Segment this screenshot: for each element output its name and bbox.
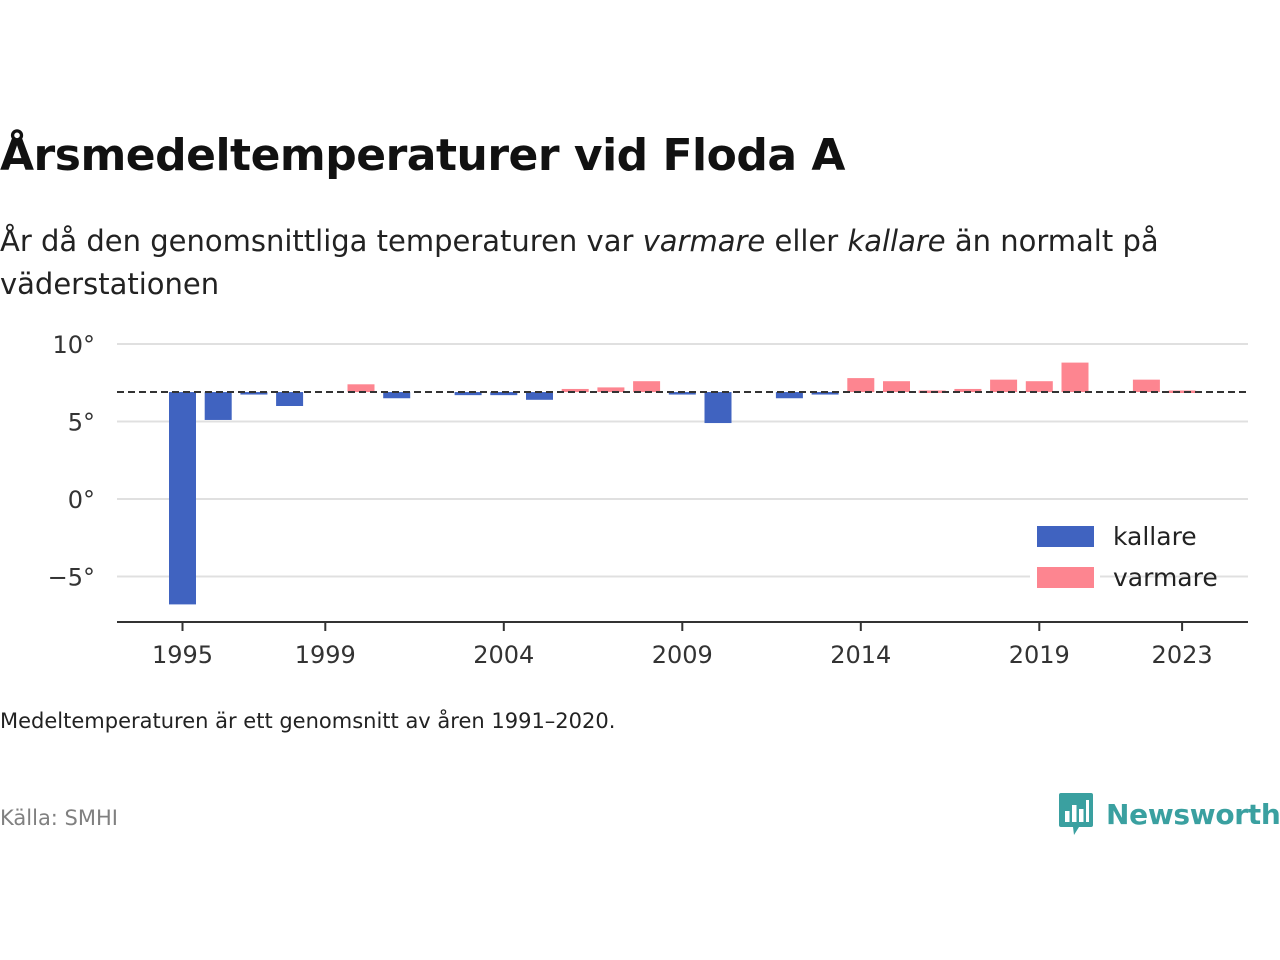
legend-label-kallare: kallare [1113, 522, 1197, 551]
bar-2006 [561, 388, 589, 393]
bar-2007 [597, 387, 625, 393]
brand-name: Newsworthy [1106, 797, 1280, 831]
bar-2000 [347, 384, 375, 393]
x-tick-label-2009: 2009 [652, 641, 713, 669]
chart-title: Årsmedeltemperaturer vid Floda A [0, 130, 845, 181]
y-tick-label-1: 5° [68, 409, 95, 437]
bar-2009 [668, 392, 696, 395]
x-tick-label-2014: 2014 [830, 641, 891, 669]
bar-2015 [883, 381, 910, 393]
bar-1997 [240, 392, 268, 395]
bar-2003 [454, 392, 482, 396]
bar-2019 [1025, 381, 1053, 393]
legend-swatch-kallare [1037, 526, 1094, 547]
chart-subtitle: År då den genomsnittliga temperaturen va… [0, 220, 1265, 306]
bar-2014 [847, 378, 875, 393]
newsworthy-logo-icon [1059, 793, 1093, 835]
bar-2012 [775, 392, 803, 399]
y-tick-label-0: 10° [52, 331, 95, 359]
subtitle-cold-word: kallare [847, 224, 946, 258]
subtitle-warm-word: varmare [642, 224, 766, 258]
legend: kallare varmare [1030, 516, 1218, 592]
bar-2001 [383, 392, 411, 399]
bar-1996 [204, 392, 232, 420]
subtitle-text-3: än normalt på väderstationen [0, 224, 1159, 301]
bar-2017 [954, 388, 982, 393]
x-tick-label-2023: 2023 [1152, 641, 1213, 669]
legend-swatch-varmare [1037, 567, 1094, 588]
bar-2022 [1132, 379, 1160, 393]
x-axis-ticks: 1995 1999 2004 2009 2014 2019 2023 [152, 622, 1213, 669]
bar-2020 [1061, 362, 1089, 393]
subtitle-text-1: År då den genomsnittliga temperaturen va… [0, 224, 643, 258]
x-tick-label-1995: 1995 [152, 641, 213, 669]
legend-label-varmare: varmare [1113, 563, 1218, 592]
y-tick-label-3: −5° [48, 564, 95, 592]
bar-2018 [990, 379, 1018, 393]
bar-2023 [1168, 390, 1196, 393]
bar-chart: 10°5°0°−5° 1995 1999 2004 2009 2014 2019 2023 … [48, 331, 1248, 669]
bar-1998 [276, 392, 304, 406]
subtitle-text-2: eller [765, 224, 848, 258]
chart-note: Medeltemperaturen är ett genomsnitt av å… [0, 709, 616, 733]
bar-2005 [526, 392, 553, 400]
bar-2013 [811, 392, 839, 395]
y-tick-label-2: 0° [68, 486, 95, 514]
bar-2010 [704, 392, 732, 424]
bar-2008 [633, 381, 661, 393]
x-tick-label-1999: 1999 [295, 641, 356, 669]
bar-2004 [490, 392, 518, 396]
bar-1995 [169, 392, 196, 605]
y-axis-ticks: 10° 5° 0° −5° [48, 331, 95, 592]
bars [169, 362, 1196, 605]
source-label: Källa: SMHI [0, 806, 118, 830]
x-tick-label-2004: 2004 [473, 641, 534, 669]
x-tick-label-2019: 2019 [1009, 641, 1070, 669]
brand-logo: Newsworthy [1058, 790, 1280, 838]
